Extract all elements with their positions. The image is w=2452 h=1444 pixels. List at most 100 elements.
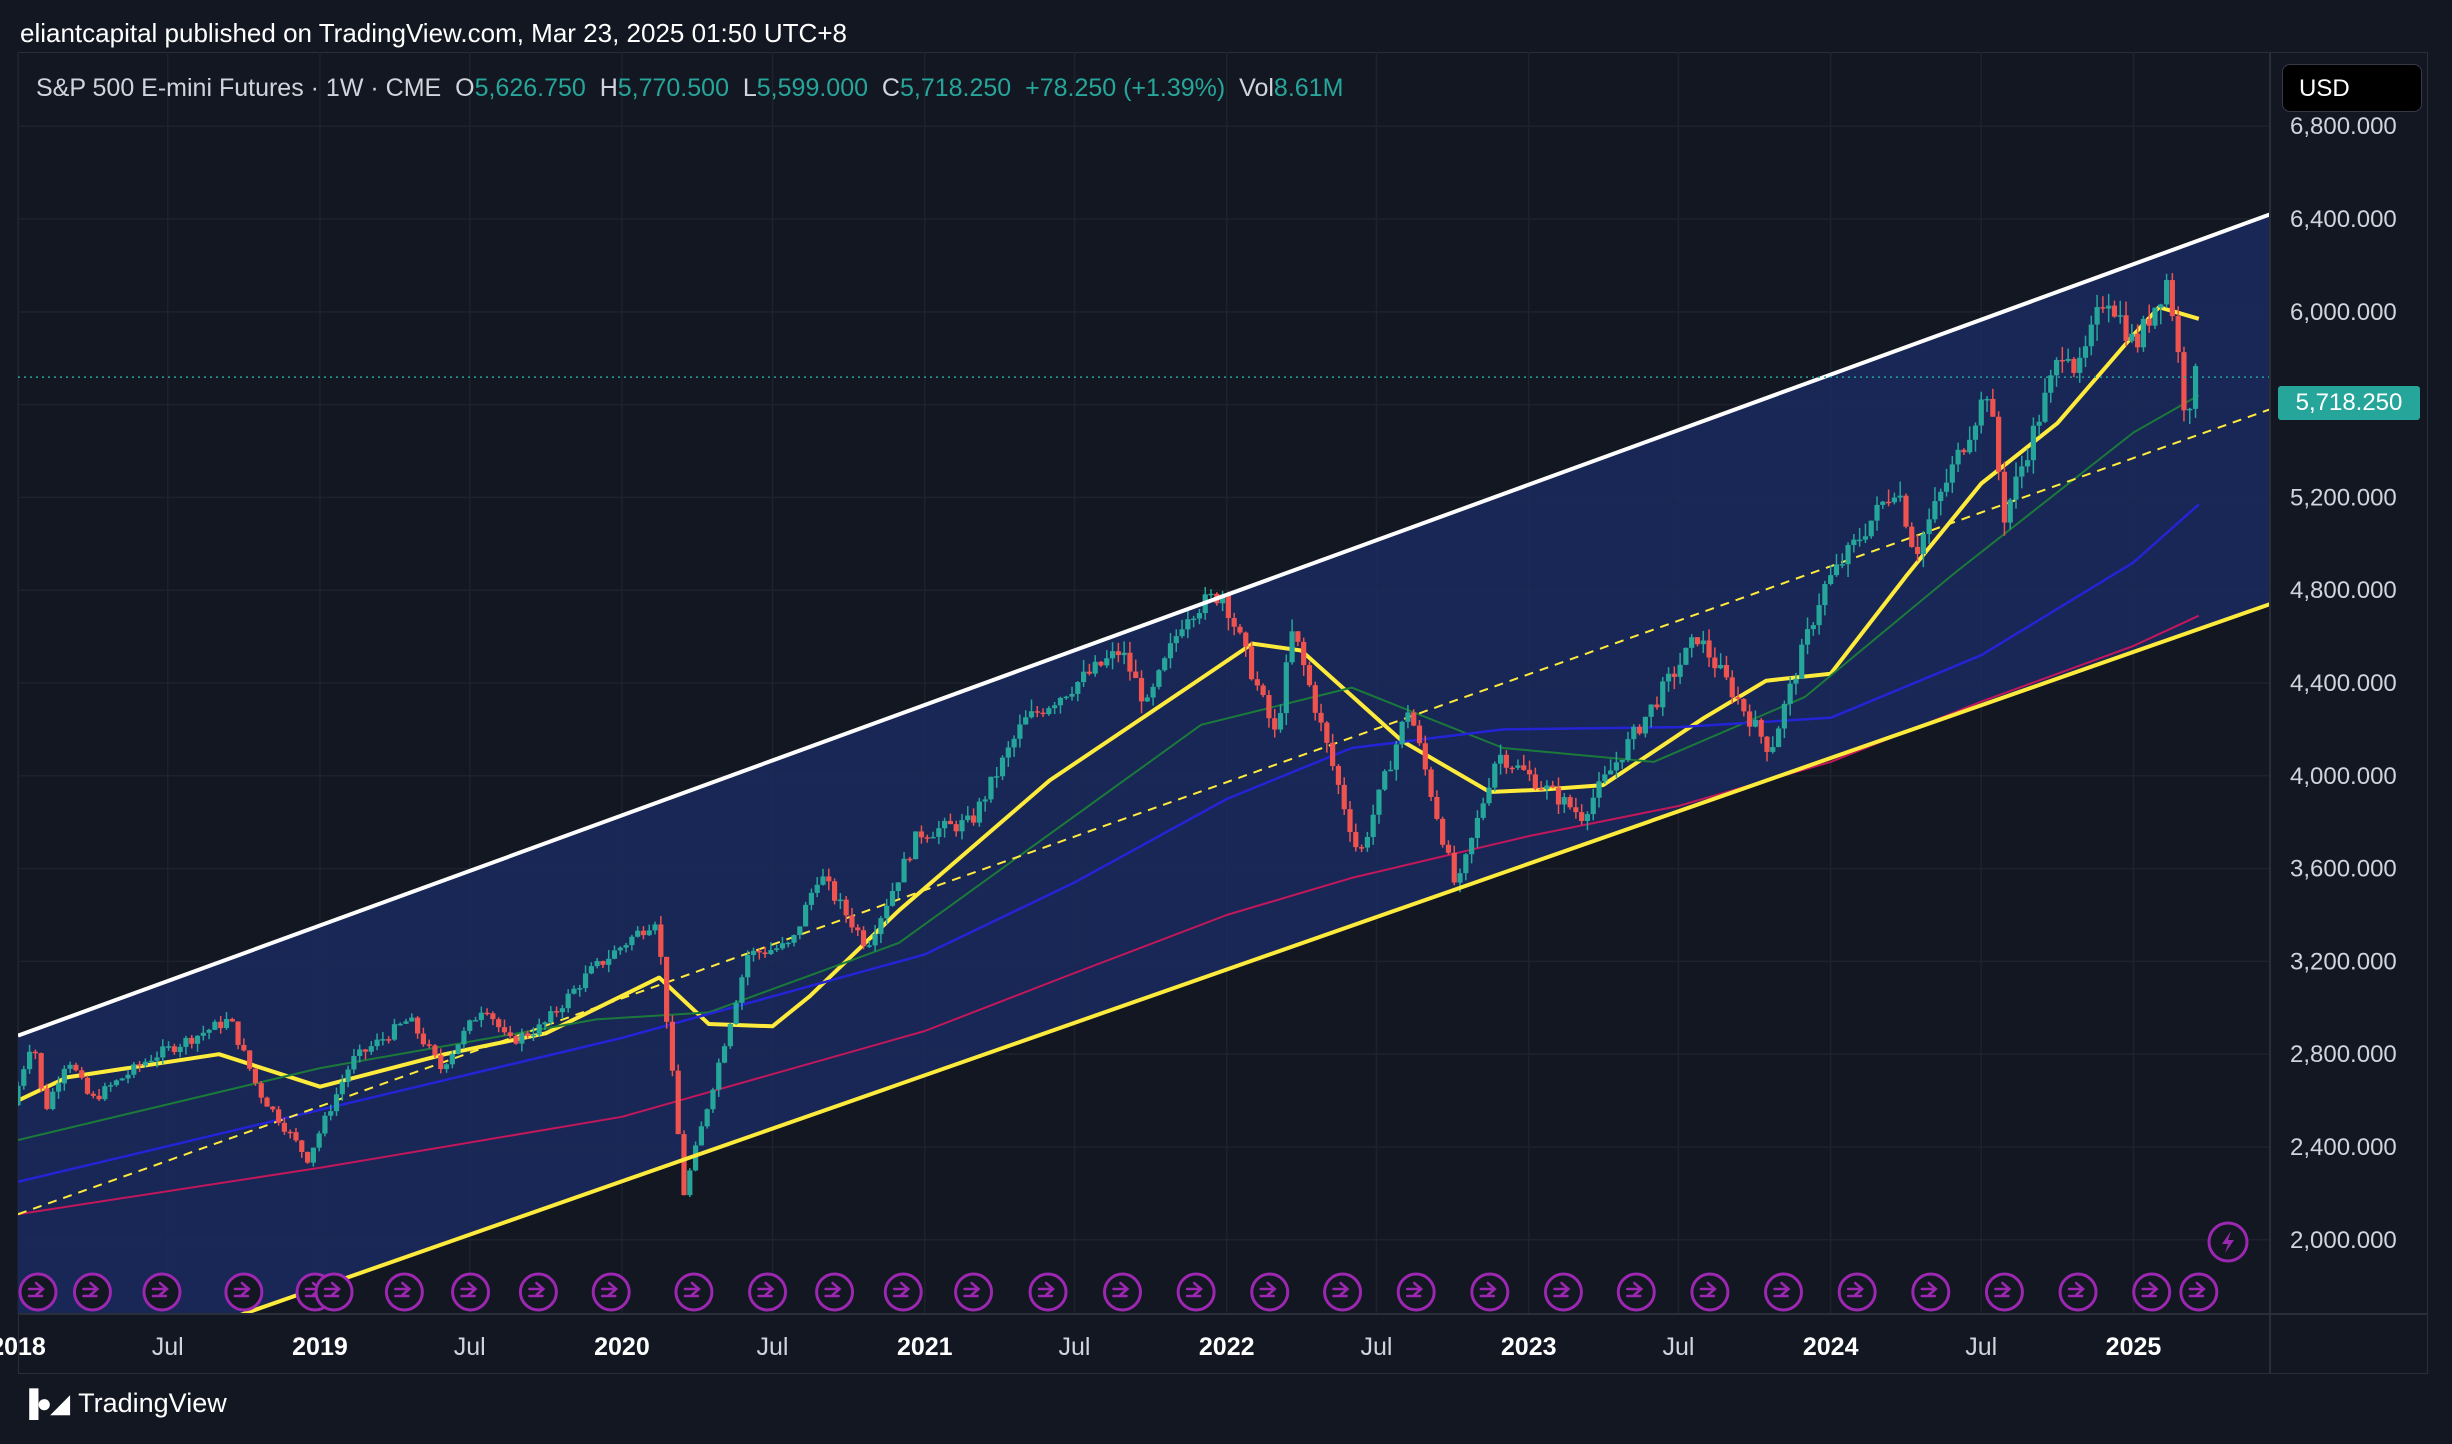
arrow-circle-icon[interactable] [314, 1272, 354, 1312]
arrow-glyph [1037, 1281, 1055, 1298]
arrow-circle-icon[interactable] [1690, 1272, 1730, 1312]
candle [1104, 650, 1110, 668]
arrow-circle-icon[interactable] [954, 1272, 994, 1312]
candle [1712, 647, 1718, 678]
candle-body [669, 1021, 676, 1071]
arrow-circle-icon[interactable] [518, 1272, 558, 1312]
candle-body [333, 1094, 340, 1112]
time-tick-label: 2020 [594, 1333, 650, 1361]
candle-body [310, 1147, 316, 1163]
time-tick-label: Jul [757, 1333, 789, 1361]
candle [1156, 669, 1162, 690]
candle [2169, 273, 2175, 322]
candle [1451, 845, 1457, 886]
symbol-name[interactable]: S&P 500 E-mini Futures · 1W · CME [36, 74, 442, 102]
candle-body [1208, 593, 1214, 596]
arrow-circle-icon[interactable] [815, 1272, 855, 1312]
candle [2140, 315, 2147, 352]
tradingview-logo[interactable]: ▐●◢ TradingView [20, 1388, 227, 1419]
candle [791, 934, 797, 947]
candle [1862, 523, 1869, 544]
arrow-circle-icon[interactable] [1837, 1272, 1877, 1312]
candle-body [252, 1068, 259, 1084]
candle [2048, 369, 2054, 403]
arrow-circle-icon[interactable] [2179, 1272, 2219, 1312]
arrow-circle-icon[interactable] [1911, 1272, 1951, 1312]
arrow-circle-icon[interactable] [2132, 1272, 2172, 1312]
arrow-circle-icon[interactable] [1323, 1272, 1363, 1312]
arrow-circle-icon[interactable] [142, 1272, 182, 1312]
arrow-glyph [151, 1281, 169, 1298]
candle-body [727, 1023, 733, 1047]
candle-body [1399, 721, 1405, 745]
candle [1191, 615, 1197, 628]
arrow-circle-icon[interactable] [1764, 1272, 1804, 1312]
candle-body [953, 824, 959, 832]
candle-body [1474, 817, 1481, 838]
lightning-icon[interactable] [2207, 1221, 2249, 1263]
candle-body [1324, 722, 1330, 743]
arrow-circle-icon[interactable] [1470, 1272, 1510, 1312]
arrow-circle-icon[interactable] [72, 1272, 112, 1312]
candle-body [32, 1051, 38, 1054]
arrow-circle-icon[interactable] [451, 1272, 491, 1312]
price-axis[interactable]: 6,800.0006,400.0006,000.0005,600.0005,20… [2290, 113, 2397, 1254]
candle-body [1497, 754, 1504, 764]
arrow-circle-icon[interactable] [18, 1272, 58, 1312]
candle [855, 924, 861, 937]
candle-body [270, 1106, 276, 1110]
arrow-glyph [600, 1281, 619, 1298]
candle [2163, 273, 2170, 309]
candle-body [1081, 671, 1087, 683]
arrow-circle-icon[interactable] [674, 1272, 714, 1312]
arrow-circle-icon[interactable] [1984, 1272, 2024, 1312]
arrow-circle-icon[interactable] [1616, 1272, 1656, 1312]
candle [837, 893, 843, 910]
candle-body [1469, 837, 1475, 855]
candle-body [67, 1064, 73, 1069]
candle [1376, 789, 1382, 824]
volume-value: 8.61M [1273, 74, 1344, 102]
candle-body [831, 881, 838, 901]
currency-button[interactable]: USD [2282, 64, 2422, 112]
candle-body [2001, 471, 2008, 523]
arrow-circle-icon[interactable] [591, 1272, 631, 1312]
candle-body [1260, 685, 1266, 696]
candle [687, 1168, 693, 1198]
candle-body [2129, 333, 2135, 341]
candle [247, 1050, 253, 1071]
candle-body [803, 904, 809, 927]
candle [1787, 676, 1793, 716]
candle-body [420, 1033, 426, 1045]
arrow-circle-icon[interactable] [384, 1272, 424, 1312]
candle [831, 878, 838, 905]
channel-lower-line[interactable] [18, 602, 2270, 1393]
candle-body [1092, 661, 1098, 674]
channel-upper-line[interactable] [18, 212, 2270, 1038]
candle-body [403, 1021, 409, 1024]
candle-body [768, 950, 774, 955]
time-tick-label: 2019 [292, 1333, 348, 1361]
candle-body [1613, 762, 1620, 771]
candle [397, 1022, 403, 1026]
arrow-circle-icon[interactable] [1102, 1272, 1142, 1312]
candle [1109, 642, 1116, 670]
arrow-circle-icon[interactable] [1176, 1272, 1216, 1312]
arrow-circle-icon[interactable] [224, 1272, 264, 1312]
arrow-circle-icon[interactable] [883, 1272, 923, 1312]
arrow-circle-icon[interactable] [1028, 1272, 1068, 1312]
arrow-circle-icon[interactable] [1396, 1272, 1436, 1312]
candle [1098, 660, 1104, 668]
time-axis[interactable]: 2018 Jul 2019 Jul 2020 Jul 2021 Jul 2022 Jul 2023 J… [0, 1333, 2161, 1361]
candle-body [1828, 575, 1834, 585]
arrow-glyph [2067, 1281, 2085, 1298]
arrow-circle-icon[interactable] [1250, 1272, 1290, 1312]
channel-mid-line[interactable] [18, 408, 2270, 1216]
candle-body [1584, 814, 1591, 821]
arrow-circle-icon[interactable] [748, 1272, 788, 1312]
candle-body [108, 1085, 114, 1087]
candle-body [1636, 726, 1643, 734]
arrow-circle-icon[interactable] [2058, 1272, 2098, 1312]
arrow-circle-icon[interactable] [1543, 1272, 1583, 1312]
